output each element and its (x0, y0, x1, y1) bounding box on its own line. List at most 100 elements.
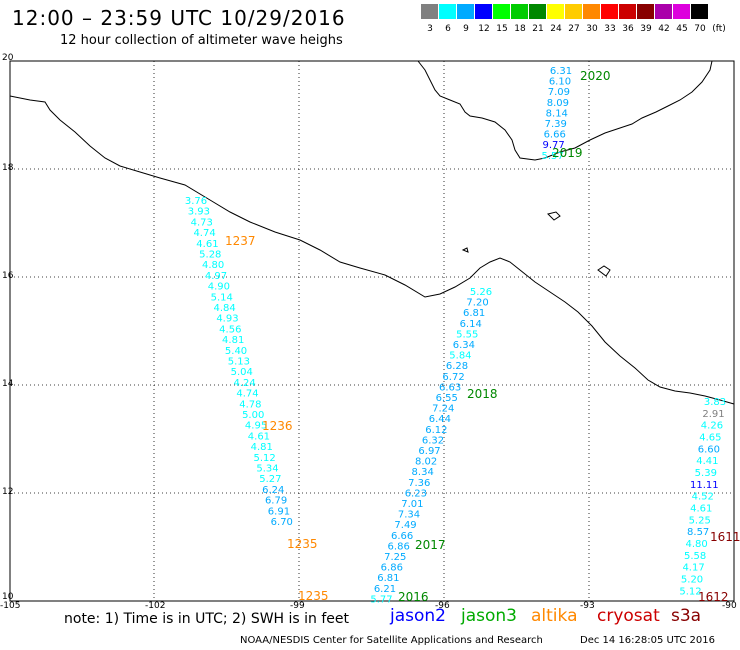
track-1236-label: 1236 (262, 419, 293, 433)
track-2018-value: 5.26 (470, 287, 492, 298)
track-2018-value: 7.49 (394, 520, 416, 531)
track-2018-value: 5.84 (449, 351, 471, 362)
legend-swatch-30 (583, 4, 600, 19)
legend-label-21: 21 (532, 24, 544, 34)
track-1611-value: 4.26 (701, 421, 723, 432)
track-1611-value: 5.39 (695, 468, 717, 479)
track-2018-value: 7.36 (408, 478, 430, 489)
track-2016-label: 2016 (398, 590, 429, 604)
coastline-gulf (417, 60, 713, 161)
track-1237-value: 6.91 (268, 506, 290, 517)
footer-timestamp: Dec 14 16:28:05 UTC 2016 (580, 635, 715, 646)
legend-label-70: 70 (694, 24, 706, 34)
track-2018-value: 6.97 (418, 446, 440, 457)
track-2018-value: 7.01 (401, 499, 423, 510)
legend-label-12: 12 (478, 24, 490, 34)
track-2018-value: 6.12 (425, 425, 447, 436)
legend-swatch-15 (493, 4, 510, 19)
track-2020-value: 7.39 (545, 119, 567, 130)
legend-label-24: 24 (550, 24, 562, 34)
legend-label-33: 33 (604, 24, 616, 34)
track-1237-value: 4.61 (196, 239, 218, 250)
track-1611-value: 4.17 (682, 563, 704, 574)
track-2020-value: 8.14 (546, 108, 568, 119)
lat-label-20: 20 (2, 53, 14, 63)
lon-label-102: -102 (145, 601, 166, 611)
legend-swatch-18 (511, 4, 528, 19)
track-1237-label: 1237 (225, 234, 256, 248)
legend-swatch-70 (691, 4, 708, 19)
track-2018-value: 6.32 (422, 435, 444, 446)
lon-label-99: -99 (290, 601, 305, 611)
legend-swatch-39 (637, 4, 654, 19)
track-2020-value: 7.09 (548, 87, 570, 98)
track-1611-value: 5.25 (689, 515, 711, 526)
track-1237-value: 4.93 (216, 314, 238, 325)
track-1611-value: 4.65 (699, 432, 721, 443)
lon-label-90: -90 (722, 601, 737, 611)
track-2020-value: 6.31 (550, 66, 572, 77)
track-2018-value: 6.66 (391, 531, 413, 542)
track-1611-value: 3.83 (704, 397, 726, 408)
track-1237-value: 4.74 (236, 389, 258, 400)
legend-label-6: 6 (445, 24, 451, 34)
legend-swatch-6 (439, 4, 456, 19)
track-1235b-label: 1235 (298, 589, 329, 603)
track-1237-value: 4.73 (191, 217, 213, 228)
track-2020-label: 2020 (580, 69, 611, 83)
lon-label-96: -96 (435, 601, 450, 611)
track-2018-value: 6.23 (405, 488, 427, 499)
lon-label-93: -93 (580, 601, 595, 611)
page-subtitle: 12 hour collection of altimeter wave hei… (60, 33, 343, 48)
track-2020-value: 5.57 (541, 151, 563, 162)
track-1611-value: 2.91 (702, 409, 724, 420)
coastline-pacific (9, 95, 735, 405)
track-2018-value: 5.55 (456, 329, 478, 340)
track-2018-value: 6.72 (442, 372, 464, 383)
legend-label-3: 3 (427, 24, 433, 34)
track-2020-value: 6.10 (549, 77, 571, 88)
sat-legend-s3a: s3a (671, 606, 702, 626)
lat-label-14: 14 (2, 379, 14, 389)
track-2018-value: 6.86 (388, 541, 410, 552)
track-1237-value: 5.34 (256, 464, 278, 475)
altimeter-tracks: 3.763.934.734.744.615.284.804.974.905.14… (185, 66, 740, 605)
lat-label-10: 10 (2, 592, 14, 602)
track-1237-value: 5.14 (211, 292, 233, 303)
track-1237-value: 4.78 (239, 399, 261, 410)
legend-swatch-9 (457, 4, 474, 19)
track-1611-value: 5.12 (679, 586, 701, 597)
lon-label-105: -105 (0, 601, 21, 611)
legend-label-36: 36 (622, 24, 634, 34)
footer-credit: NOAA/NESDIS Center for Satellite Applica… (240, 635, 543, 646)
track-2018-value: 7.25 (384, 552, 406, 563)
legend-swatch-12 (475, 4, 492, 19)
track-1237-value: 5.27 (259, 474, 281, 485)
track-2018-value: 7.20 (466, 298, 488, 309)
lat-label-16: 16 (2, 271, 14, 281)
track-1237-value: 4.81 (222, 335, 244, 346)
coastline (9, 60, 735, 405)
legend-swatch-33 (601, 4, 618, 19)
legend-swatch-36 (619, 4, 636, 19)
track-2018-value: 6.21 (374, 584, 396, 595)
map-frame (9, 60, 735, 602)
track-2018-value: 8.02 (415, 457, 437, 468)
track-2018-value: 6.44 (429, 414, 451, 425)
sat-legend-cryosat: cryosat (597, 606, 660, 626)
track-1612-label: 1612 (698, 590, 729, 604)
track-2018-value: 6.86 (381, 563, 403, 574)
track-2017-label: 2017 (415, 538, 446, 552)
track-1237-value: 5.04 (231, 367, 253, 378)
track-2018-value: 7.24 (432, 404, 454, 415)
legend-swatch-21 (529, 4, 546, 19)
track-1237-value: 4.97 (205, 271, 227, 282)
track-1237-value: 5.28 (199, 250, 221, 261)
track-2018-value: 6.28 (446, 361, 468, 372)
lat-lon-grid (10, 61, 734, 601)
track-2020-value: 9.77 (543, 140, 565, 151)
track-1611-value: 5.58 (684, 551, 706, 562)
legend-unit: (ft) (712, 24, 726, 34)
track-1237-value: 4.95 (245, 421, 267, 432)
